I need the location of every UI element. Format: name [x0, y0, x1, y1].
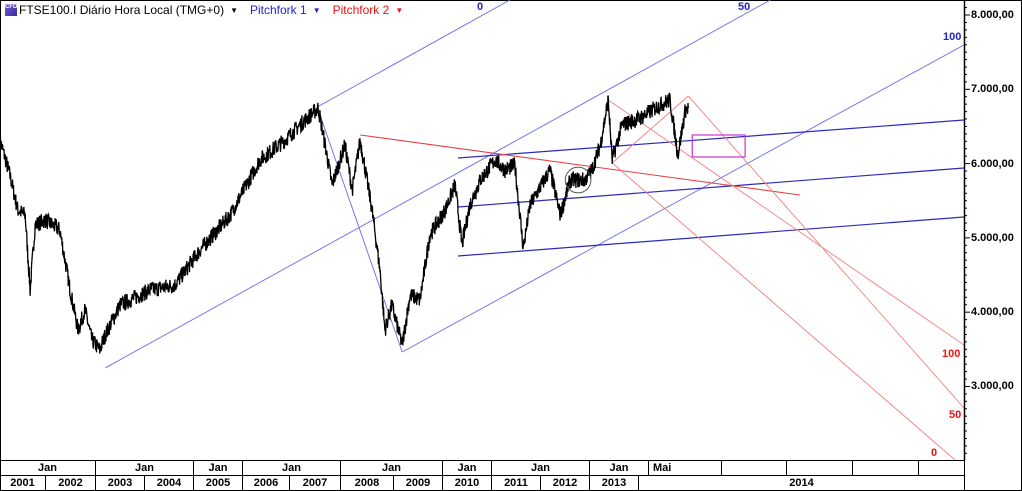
pitchfork1-level-0: 0	[477, 1, 484, 13]
x-axis-months[interactable]: Jan Jan Jan Jan Jan Jan Jan Jan Mai	[0, 460, 965, 476]
pitchfork2-line	[611, 162, 956, 460]
x-tick-label: 2011	[492, 476, 541, 491]
pitchfork1-label[interactable]: Pitchfork 1	[250, 3, 307, 17]
pitchfork1-level-50: 50	[738, 1, 751, 13]
x-tick-label	[787, 461, 853, 476]
x-axis-years[interactable]: 2001 2002 2003 2004 2005 2006 2007 2008 2009 2010…	[0, 475, 965, 491]
x-tick-label: 2003	[96, 476, 145, 491]
chart-legend: CFD FTSE100.I Diário Hora Local (TMG+0) …	[5, 3, 415, 17]
chevron-down-icon[interactable]: ▼	[312, 5, 321, 15]
x-tick-label: Jan	[243, 461, 341, 476]
pitchfork2-label[interactable]: Pitchfork 2	[332, 3, 390, 17]
x-tick-label: 2004	[145, 476, 194, 491]
x-tick-label: Jan	[341, 461, 443, 476]
x-tick-label	[722, 461, 787, 476]
pitchfork1-line	[401, 44, 964, 353]
x-tick-label: Jan	[590, 461, 649, 476]
pitchfork1-line	[316, 0, 511, 108]
pitchfork2-line	[611, 95, 689, 164]
x-tick-label: 2010	[443, 476, 492, 491]
x-tick-label: 2007	[290, 476, 341, 491]
x-tick-label: 2002	[46, 476, 96, 491]
annotation-circle	[564, 166, 592, 194]
x-tick-label	[919, 461, 965, 476]
x-tick-label: 2009	[394, 476, 443, 491]
x-tick-label: Jan	[492, 461, 590, 476]
pitchfork1-line	[105, 0, 771, 369]
pitchfork2-level-50: 50	[949, 409, 962, 421]
pitchfork1-line	[457, 216, 964, 257]
x-tick-label: 2008	[341, 476, 394, 491]
x-tick-label: 2006	[243, 476, 290, 491]
cfd-icon: CFD	[5, 4, 17, 16]
pitchfork2-line	[360, 134, 801, 196]
pitchfork2-level-0: 0	[931, 447, 938, 459]
pitchfork2-level-100: 100	[942, 348, 961, 360]
x-tick-label: Jan	[194, 461, 243, 476]
pitchfork2-line	[607, 99, 964, 346]
y-tick-label: 8.000,00	[971, 9, 1014, 21]
y-tick-label: 5.000,00	[971, 231, 1014, 244]
x-tick-label: Jan	[0, 461, 96, 476]
chevron-down-icon[interactable]: ▼	[230, 5, 238, 15]
y-tick-label: 3.000,00	[971, 380, 1014, 393]
pitchfork1-line	[457, 119, 964, 159]
y-tick-label: 4.000,00	[971, 306, 1014, 319]
x-tick-label: Jan	[443, 461, 492, 476]
price-line	[0, 92, 689, 354]
y-tick-label: 6.000,00	[971, 157, 1014, 170]
pitchfork1-level-100: 100	[943, 31, 962, 43]
y-tick-label: 7.000,00	[971, 83, 1014, 96]
pitchfork2-line	[687, 95, 964, 409]
highlight-box	[691, 134, 746, 158]
x-tick-label: 2014	[639, 476, 965, 491]
x-tick-label	[853, 461, 919, 476]
chevron-down-icon[interactable]: ▼	[395, 5, 404, 15]
pitchfork1-line	[457, 167, 964, 208]
x-tick-label: Mai	[649, 461, 722, 476]
x-tick-label: 2005	[194, 476, 243, 491]
x-tick-label: 2013	[590, 476, 639, 491]
x-tick-label: 2012	[541, 476, 590, 491]
x-tick-label: 2001	[0, 476, 46, 491]
x-tick-label: Jan	[96, 461, 194, 476]
symbol-title[interactable]: FTSE100.I Diário Hora Local (TMG+0)	[19, 3, 225, 17]
